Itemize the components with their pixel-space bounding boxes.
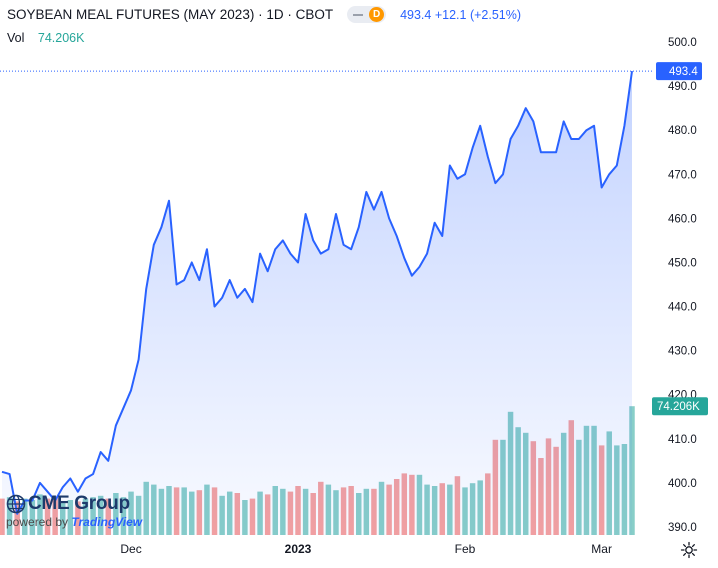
y-axis: 500.0 490.0 480.0 470.0 460.0 450.0 440.0 430.0… <box>668 37 697 534</box>
price-change: +12.1 <box>434 7 467 22</box>
y-tick-label: 470.0 <box>668 169 697 181</box>
last-volume-badge-text: 74.206K <box>657 401 700 413</box>
status-pill[interactable]: D <box>347 6 387 23</box>
powered-by-label: powered by <box>6 515 69 529</box>
last-volume-badge: 74.206K <box>652 397 708 416</box>
y-tick-label: 490.0 <box>668 81 697 93</box>
y-tick-label: 450.0 <box>668 257 697 269</box>
y-tick-label: 390.0 <box>668 522 697 534</box>
symbol-title[interactable]: SOYBEAN MEAL FUTURES (MAY 2023) · 1D · C… <box>7 7 334 22</box>
cme-brand-text: CME Group <box>28 493 130 514</box>
chart-header: SOYBEAN MEAL FUTURES (MAY 2023) · 1D · C… <box>7 6 521 23</box>
last-price-badge-bg <box>656 62 702 81</box>
y-tick-label: 430.0 <box>668 346 697 358</box>
price-change-pct: (+2.51%) <box>469 7 522 22</box>
x-tick-label: Dec <box>120 542 141 556</box>
y-tick-label: 400.0 <box>668 478 697 490</box>
status-dash-icon <box>353 13 364 16</box>
settings-gear-icon[interactable] <box>680 541 698 559</box>
volume-legend: Vol 74.206K <box>7 31 84 45</box>
last-volume-badge-bg <box>652 397 708 416</box>
y-tick-label: 500.0 <box>668 37 697 49</box>
cme-globe-icon <box>6 494 26 514</box>
x-axis: Dec 2023 Feb Mar <box>120 542 612 556</box>
y-tick-label: 410.0 <box>668 434 697 446</box>
quote: 493.4 +12.1 (+2.51%) <box>400 8 521 22</box>
y-tick-label: 480.0 <box>668 125 697 137</box>
y-tick-label: 460.0 <box>668 213 697 225</box>
tradingview-label: TradingView <box>71 515 143 529</box>
price-line <box>1 71 633 515</box>
volume-value: 74.206K <box>37 31 85 45</box>
delayed-badge: D <box>369 7 385 22</box>
price-area <box>2 71 632 535</box>
cme-logo[interactable]: CME Group powered by TradingView <box>6 493 142 529</box>
volume-label: Vol <box>7 31 25 45</box>
last-price-badge-text: 493.4 <box>669 66 698 78</box>
x-tick-label: 2023 <box>285 542 312 556</box>
last-price: 493.4 <box>400 7 432 22</box>
volume-bar <box>629 406 635 535</box>
x-tick-label: Mar <box>591 542 612 556</box>
powered-by: powered by TradingView <box>6 515 142 529</box>
x-tick-label: Feb <box>455 542 476 556</box>
y-tick-label: 440.0 <box>668 302 697 314</box>
last-price-badge: 493.4 <box>656 62 702 81</box>
